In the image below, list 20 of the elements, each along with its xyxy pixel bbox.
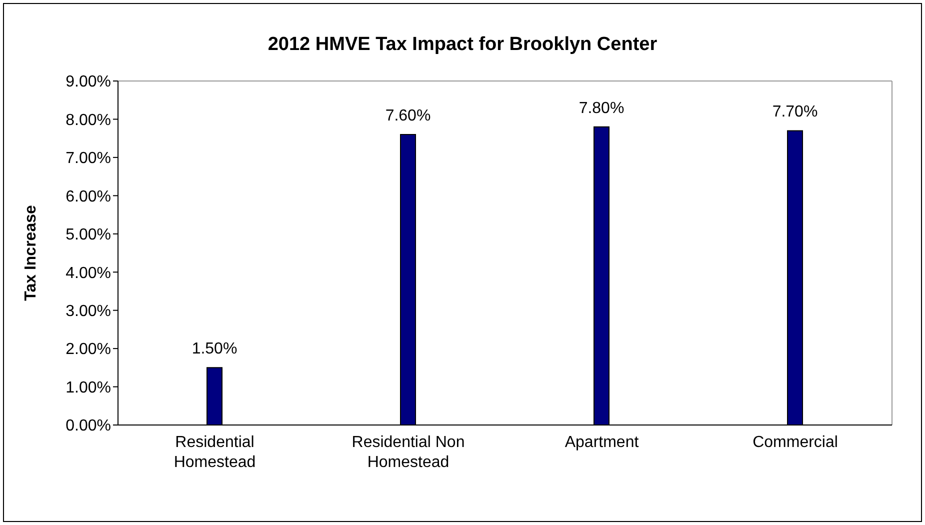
y-tick-label: 8.00% [66,112,111,129]
x-tick-label: Residential Homestead [174,434,256,471]
data-label: 7.70% [772,104,818,121]
y-tick-label: 6.00% [66,188,111,206]
x-tick-label: Commercial [752,434,838,451]
y-axis-title: Tax Increase [22,205,40,301]
chart-title: 2012 HMVE Tax Impact for Brooklyn Center [266,34,658,56]
y-tick-label: 4.00% [66,264,111,282]
y-tick-label: 5.00% [66,226,111,244]
x-tick-label: Residential Non Homestead [352,434,465,471]
y-tick-label: 0.00% [66,418,111,435]
y-tick-label: 3.00% [66,303,111,320]
data-label: 7.80% [578,100,624,117]
y-tick-label: 2.00% [66,341,111,358]
x-tick-label: Apartment [564,434,640,451]
data-label: 1.50% [192,340,238,358]
y-tick-label: 7.00% [66,150,111,168]
y-tick-label: 9.00% [66,74,111,91]
y-tick-label: 1.00% [66,379,111,396]
data-label: 7.60% [385,108,431,125]
